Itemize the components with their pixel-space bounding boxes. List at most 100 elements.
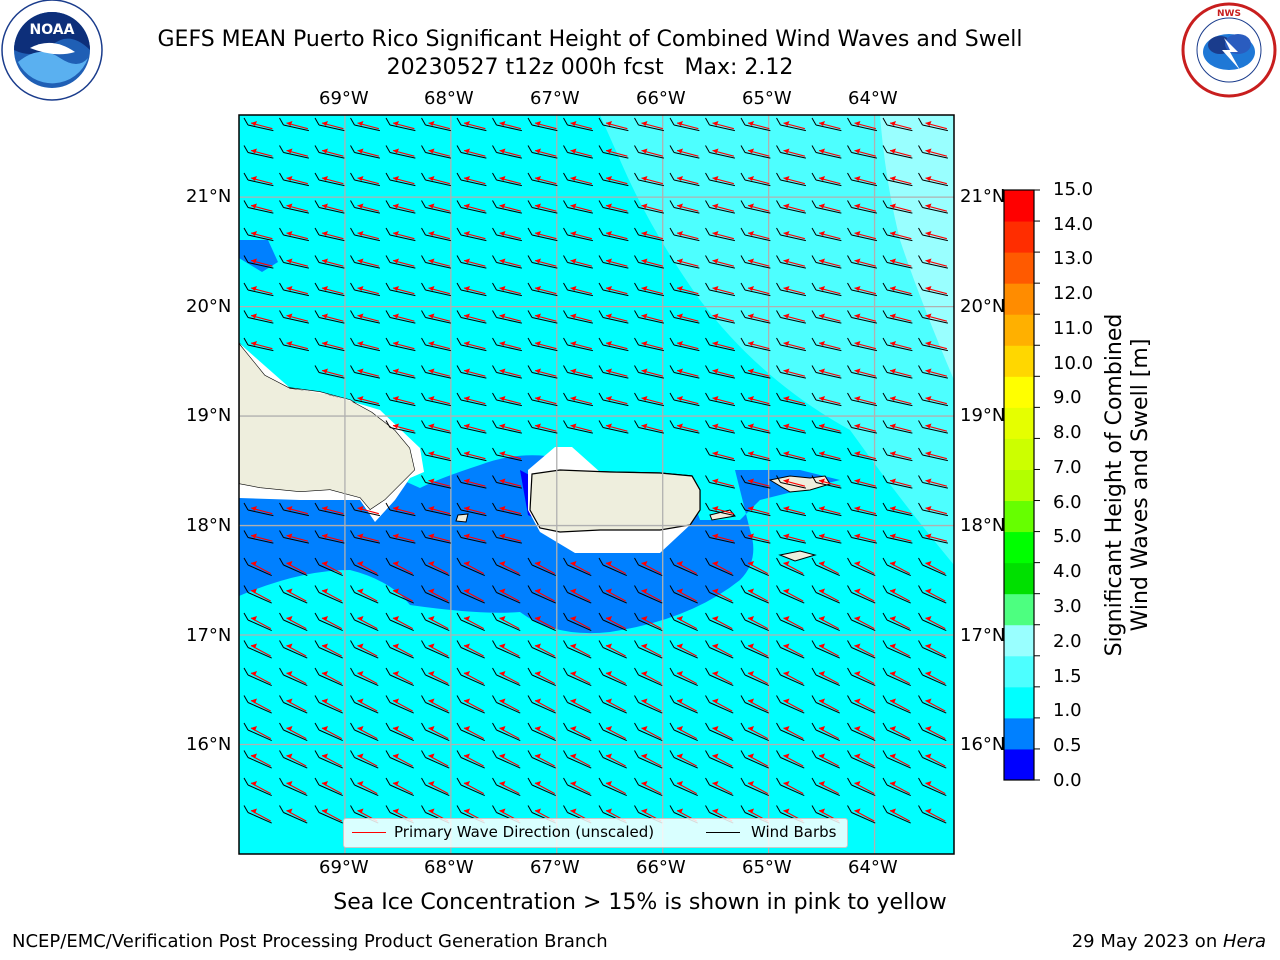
wind-barb-shaft: [602, 289, 629, 297]
wind-barb-shaft: [638, 592, 663, 604]
wave-direction-arrow: [705, 145, 735, 159]
colorbar-swatch: [1004, 438, 1034, 470]
wave-direction-arrow: [918, 200, 948, 214]
wind-barb-flag: [243, 172, 249, 181]
wave-direction-arrow: [740, 502, 771, 517]
wave-arrow-head: [499, 808, 506, 814]
wave-direction-arrow: [740, 145, 771, 159]
wind-barb-flag: [598, 722, 604, 731]
wave-arrow-head: [783, 368, 790, 374]
wind-barb-flag: [456, 145, 462, 153]
wind-barb-flag: [314, 310, 320, 318]
wave-arrow-head: [357, 148, 364, 154]
wind-barb-flag: [563, 145, 568, 153]
wind-barb-flag: [918, 420, 923, 428]
wave-direction-arrow: [811, 667, 840, 687]
wind-barb-shaft: [851, 592, 876, 604]
wind-barb-shaft: [709, 564, 734, 577]
wind-barb-shaft: [389, 509, 416, 517]
wind-barb-shaft: [709, 344, 735, 352]
wind-barb-flag: [598, 695, 604, 703]
colorbar-tick: 10.0: [1053, 353, 1094, 374]
wind-barb-flag: [776, 200, 781, 208]
wind-barb-flag: [421, 365, 426, 373]
wind-barb-flag: [243, 722, 249, 731]
wind-barb-shaft: [318, 262, 345, 269]
wind-barb-flag: [811, 172, 817, 181]
wind-barb-shaft: [283, 179, 309, 187]
wind-barb-flag: [421, 750, 426, 758]
wind-barb-shaft: [318, 757, 343, 769]
wave-arrow-head: [890, 726, 896, 731]
wind-barb-flag: [882, 420, 888, 428]
wind-barb-shaft: [709, 454, 735, 462]
wind-barb-flag: [563, 612, 568, 621]
wave-direction-swatch: [352, 832, 386, 833]
wind-barb-flag: [847, 530, 852, 538]
wave-direction-arrow: [385, 420, 416, 434]
wind-barb-shaft: [922, 289, 948, 297]
wind-barb-flag: [634, 145, 639, 153]
wind-barb-flag: [421, 420, 426, 428]
wind-barb-flag: [243, 255, 249, 263]
wind-barb-shaft: [851, 234, 877, 242]
wave-arrow-head: [428, 643, 435, 649]
wind-barb-flag: [918, 805, 923, 813]
wave-direction-arrow: [350, 502, 380, 517]
wind-barb-shaft: [638, 344, 664, 352]
wind-barb-shaft: [815, 124, 842, 132]
wave-arrow-head: [925, 148, 932, 154]
colorbar-label-line-1: Significant Height of Combined: [1102, 313, 1127, 657]
wave-arrow-head: [677, 396, 683, 401]
wind-barb-flag: [421, 722, 426, 731]
wind-barb-shaft: [247, 619, 272, 632]
wind-barb-shaft: [780, 482, 806, 489]
wind-barb-flag: [847, 447, 852, 456]
wind-barb-shaft: [744, 537, 771, 544]
wave-arrow-head: [464, 148, 470, 154]
wave-arrow-head: [464, 423, 470, 429]
wave-arrow-head: [464, 258, 470, 264]
wind-barb-flag: [740, 420, 746, 428]
wind-barb-flag: [776, 255, 781, 263]
wind-barb-flag: [811, 750, 817, 758]
wind-barb-flag: [314, 145, 320, 153]
wind-barb-shaft: [247, 812, 272, 824]
wave-arrow-head: [322, 533, 328, 539]
colorbar-label-line-2: Wind Waves and Swell [m]: [1128, 338, 1153, 632]
wave-direction-arrow: [456, 667, 485, 687]
wave-direction-arrow: [456, 722, 485, 742]
wave-direction-arrow: [918, 667, 947, 687]
wind-barb-shaft: [709, 427, 735, 434]
wind-barb-flag: [705, 640, 710, 648]
wind-barb-shaft: [851, 317, 877, 324]
wind-barb-shaft: [886, 289, 913, 297]
wind-barb-shaft: [744, 564, 769, 577]
lat-label: 21°N: [960, 186, 1006, 207]
wind-barb-shaft: [851, 812, 876, 824]
wave-arrow-head: [428, 451, 435, 456]
wave-arrow-head: [712, 451, 719, 456]
wind-barb-shaft: [567, 784, 592, 797]
wind-barb-flag: [811, 777, 817, 786]
wave-direction-arrow: [421, 777, 450, 797]
wind-barb-shaft: [531, 124, 558, 132]
wave-arrow-head: [428, 148, 435, 154]
wave-arrow-head: [393, 423, 399, 429]
wind-barb-shaft: [744, 372, 771, 379]
wind-barb-shaft: [780, 207, 806, 214]
wave-direction-arrow: [456, 310, 487, 324]
wind-barb-flag: [740, 530, 746, 538]
wind-barb-flag: [563, 777, 568, 786]
wind-barb-flag: [279, 200, 284, 208]
wind-barb-shaft: [531, 179, 558, 187]
wind-barb-shaft: [425, 234, 451, 242]
wave-direction-arrow: [598, 310, 629, 324]
wave-direction-arrow: [669, 557, 698, 577]
wave-arrow-head: [499, 506, 506, 511]
wind-barb-flag: [385, 365, 391, 373]
wave-arrow-head: [251, 698, 257, 704]
wave-arrow-head: [535, 148, 541, 154]
wave-direction-arrow: [705, 667, 734, 687]
wind-barb-flag: [740, 750, 746, 758]
